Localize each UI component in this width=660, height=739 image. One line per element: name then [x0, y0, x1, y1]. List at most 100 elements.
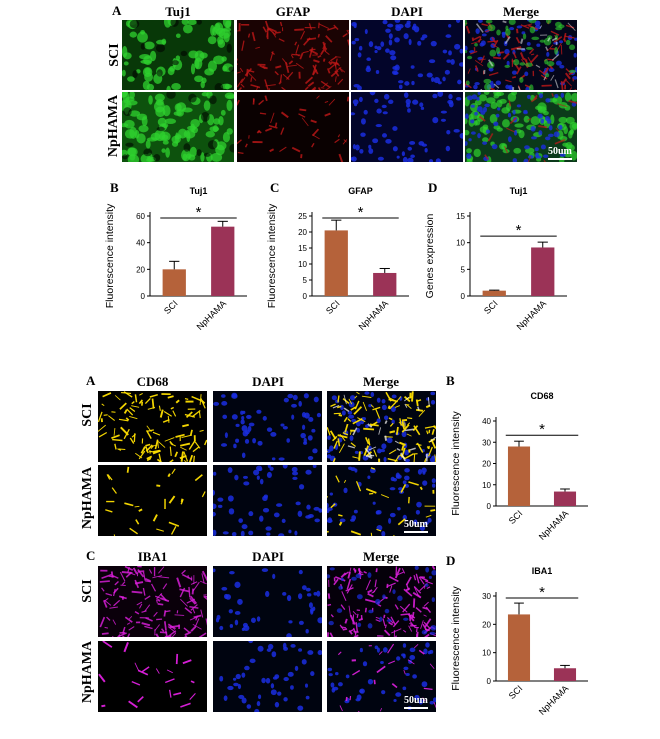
chart-fig2-d-svg: IBA1 Fluorescence intensity 0 10 20 30 SCI NpHA…: [450, 566, 588, 717]
micrograph-tuj1-nphama: [122, 92, 234, 162]
scale-bar-fig2c-label: 50um: [404, 695, 428, 706]
y-tick-label: 20: [136, 265, 145, 274]
micrograph-cd68-sci-graphic: [98, 391, 207, 462]
x-tick-label: SCI: [482, 298, 500, 316]
x-tick-label: SCI: [162, 298, 180, 316]
micrograph-merge-nphama-2c-graphic: [327, 641, 436, 712]
row-label-nphama: NpHAMA: [106, 94, 121, 158]
x-tick-label: NpHAMA: [537, 508, 571, 542]
micrograph-dapi-nphama-2c-graphic: [213, 641, 322, 712]
channel-label-merge-2a: Merge: [362, 374, 400, 389]
micrograph-tuj1-sci: [122, 20, 234, 90]
fig2-panel-c-label: C: [86, 548, 96, 563]
channel-label-tuj1: Tuj1: [165, 4, 191, 19]
chart-fig2-d: IBA1 Fluorescence intensity 0 10 20 30 SCI NpHA…: [446, 560, 596, 730]
bar-sci: [482, 290, 506, 296]
chart-fig1-b-svg: Tuj1 Fluorescence intensity 0 20 40 60 SCI NpHA…: [104, 186, 247, 332]
x-tick-label: NpHAMA: [195, 298, 229, 332]
channel-label-cd68: CD68: [136, 374, 169, 389]
micrograph-merge-sci-2c-graphic: [327, 566, 436, 637]
micrograph-merge-nphama-2a-graphic: [327, 465, 436, 536]
significance-star: *: [539, 421, 545, 438]
scale-bar-fig2c: 50um: [404, 695, 428, 709]
y-tick-label: 0: [461, 292, 466, 301]
channel-label-merge: Merge: [502, 4, 540, 19]
channel-label-gfap: GFAP: [275, 4, 311, 19]
significance-star: *: [516, 222, 522, 239]
micrograph-gfap-sci-graphic: [237, 20, 349, 90]
micrograph-gfap-nphama-graphic: [237, 92, 349, 162]
chart-fig2-b-svg: CD68 Fluorescence intensity 0 10 20 30 40 SCI Np…: [450, 391, 588, 542]
fig2-panel-a-label: A: [86, 373, 96, 388]
bar-sci: [162, 269, 186, 296]
micrograph-iba1-nphama-graphic: [98, 641, 207, 712]
y-axis-label: Fluorescence intensity: [450, 586, 462, 691]
bar-sci: [324, 230, 348, 296]
micrograph-dapi-sci-graphic: [351, 20, 463, 90]
scale-bar-fig1-label: 50um: [548, 146, 572, 157]
micrograph-dapi-sci: [351, 20, 463, 90]
chart-fig1-c: GFAP Fluorescence intensity 0 5 10 15 20 25 SCI N…: [262, 180, 417, 345]
chart-fig2-b: CD68 Fluorescence intensity 0 10 20 30 40 SCI Np…: [446, 385, 596, 555]
micrograph-dapi-sci-2c-graphic: [213, 566, 322, 637]
y-tick-label: 5: [303, 276, 308, 285]
micrograph-merge-sci-graphic: [465, 20, 577, 90]
y-tick-label: 30: [482, 438, 491, 447]
y-axis-label: Genes expression: [424, 214, 436, 299]
micrograph-dapi-nphama-2a: [213, 465, 322, 536]
channel-label-dapi-2a: DAPI: [252, 374, 284, 389]
micrograph-iba1-nphama: [98, 641, 207, 712]
chart-title: Tuj1: [510, 186, 528, 196]
micrograph-merge-sci-2c: [327, 566, 436, 637]
y-axis-label: Fluorescence intensity: [450, 411, 462, 516]
micrograph-dapi-sci-2a: [213, 391, 322, 462]
bar-sci: [507, 614, 531, 681]
y-tick-label: 20: [298, 228, 307, 237]
scale-bar-line: [404, 707, 428, 709]
y-tick-label: 15: [456, 212, 465, 221]
chart-title: IBA1: [532, 566, 553, 576]
chart-title: GFAP: [348, 186, 373, 196]
micrograph-dapi-nphama-2a-graphic: [213, 465, 322, 536]
micrograph-dapi-sci-2c: [213, 566, 322, 637]
y-tick-label: 10: [298, 260, 307, 269]
x-tick-label: NpHAMA: [357, 298, 391, 332]
x-tick-label: NpHAMA: [537, 683, 571, 717]
y-axis-label: Fluorescence intensity: [266, 203, 278, 308]
row-label-sci-2c: SCI: [80, 579, 95, 603]
x-tick-label: NpHAMA: [515, 298, 549, 332]
micrograph-tuj1-nphama-graphic: [122, 92, 234, 162]
micrograph-merge-sci-2a-graphic: [327, 391, 436, 462]
bar-nphama: [531, 247, 555, 296]
y-tick-label: 40: [136, 239, 145, 248]
fig1-panel-a-label: A: [112, 3, 122, 18]
fig2-panel-d-label: D: [446, 553, 456, 568]
bar-nphama: [553, 668, 577, 681]
scale-bar-fig1: 50um: [548, 146, 572, 160]
bar-sci: [507, 446, 531, 506]
y-tick-label: 10: [482, 649, 491, 658]
bar-nphama: [211, 226, 235, 296]
y-tick-label: 15: [298, 244, 307, 253]
y-tick-label: 0: [141, 292, 146, 301]
scale-bar-fig2a-label: 50um: [404, 519, 428, 530]
y-tick-label: 0: [303, 292, 308, 301]
micrograph-merge-nphama-2c: [327, 641, 436, 712]
micrograph-cd68-sci: [98, 391, 207, 462]
significance-star: *: [196, 204, 202, 221]
x-tick-label: SCI: [324, 298, 342, 316]
chart-fig1-d-svg: Tuj1 Genes expression 0 5 10 15 SCI NpHAMA *: [424, 186, 567, 332]
micrograph-cd68-nphama-graphic: [98, 465, 207, 536]
chart-fig1-d: Tuj1 Genes expression 0 5 10 15 SCI NpHAMA *: [420, 180, 575, 345]
y-tick-label: 0: [487, 677, 492, 686]
row-label-nphama-2a: NpHAMA: [80, 466, 95, 530]
fig1-panel-d-label: D: [428, 180, 438, 195]
channel-label-iba1: IBA1: [137, 549, 168, 564]
y-tick-label: 25: [298, 212, 307, 221]
fig1-panel-c-label: C: [270, 180, 280, 195]
y-tick-label: 5: [461, 265, 466, 274]
bar-nphama: [553, 491, 577, 506]
row-label-sci: SCI: [107, 43, 122, 67]
micrograph-dapi-nphama-graphic: [351, 92, 463, 162]
row-label-sci-2a: SCI: [80, 403, 95, 427]
